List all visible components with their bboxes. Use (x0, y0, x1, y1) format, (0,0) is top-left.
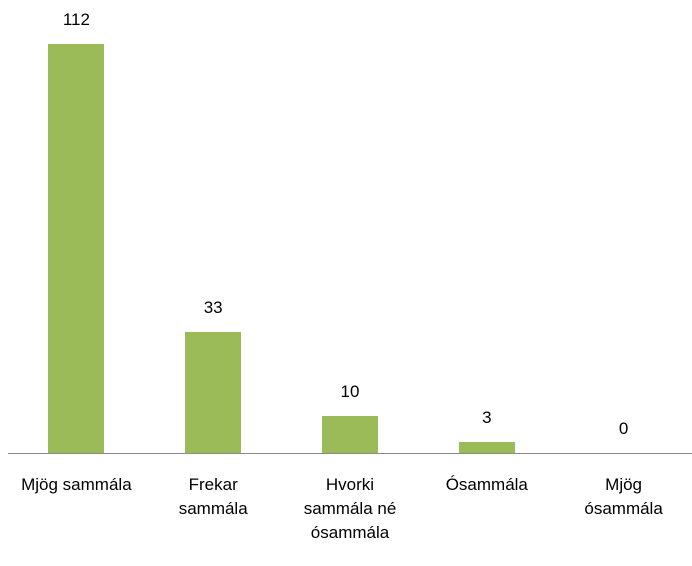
data-label: 112 (62, 10, 90, 29)
x-tick-label: Ósammála (445, 475, 528, 494)
bar (322, 416, 378, 453)
bar (48, 44, 105, 453)
x-tick-label: Mjög ósammála (584, 475, 663, 518)
data-label: 0 (618, 419, 629, 438)
x-axis-line (8, 453, 692, 454)
bar (458, 442, 515, 453)
x-tick-label: Frekar sammála (178, 475, 248, 518)
bar (185, 332, 242, 453)
x-tick-label: Hvorki sammála né ósammála (303, 475, 397, 542)
data-label: 33 (203, 298, 223, 318)
data-label: 3 (482, 408, 492, 428)
x-tick-label: Mjög sammála (21, 475, 132, 494)
data-label: 10 (340, 382, 360, 402)
